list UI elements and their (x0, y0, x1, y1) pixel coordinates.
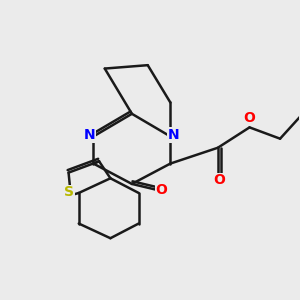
Text: N: N (168, 128, 180, 142)
Text: O: O (156, 183, 168, 196)
Text: S: S (64, 185, 74, 199)
Text: O: O (213, 173, 225, 188)
Text: O: O (244, 111, 256, 125)
Text: N: N (84, 128, 96, 142)
